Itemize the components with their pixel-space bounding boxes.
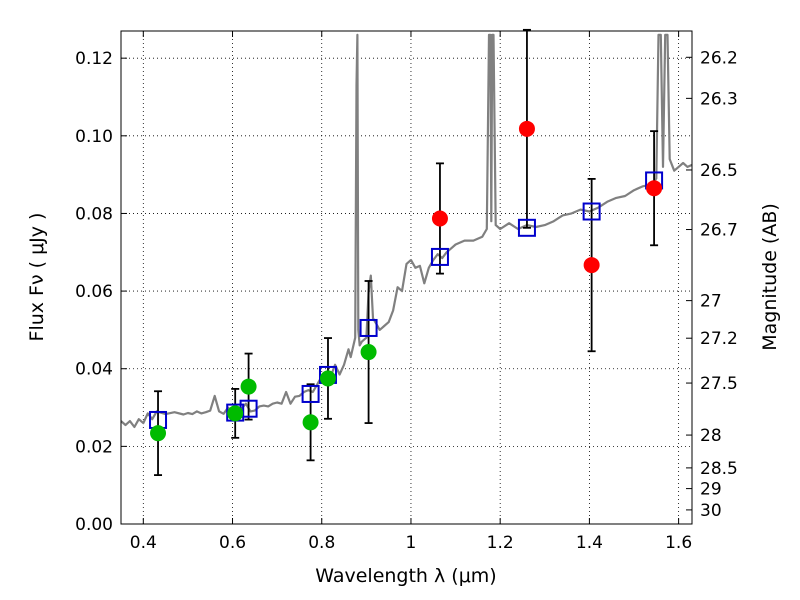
y-tick-label: 0.08: [75, 204, 113, 224]
y-tick-label: 0.00: [75, 515, 113, 535]
y-tick-label: 0.04: [75, 360, 113, 380]
x-tick-label: 1.4: [576, 533, 603, 553]
magnitude-tick-label: 27.2: [700, 329, 738, 349]
plot-frame: [120, 30, 693, 525]
model-photometry-square: [430, 247, 449, 266]
observed-flux-point: [583, 257, 600, 274]
y-tick-label: 0.10: [75, 127, 113, 147]
magnitude-tick-label: 28: [700, 426, 722, 446]
x-tick-label: 0.8: [308, 533, 335, 553]
observed-flux-point: [431, 210, 448, 227]
magnitude-tick-label: 27.5: [700, 374, 738, 394]
axis-ticks: 0.4 0.6 0.8 1 1.2 1.4 1.6 0.00 0.02 0.04 0.06 0.08 0…: [75, 31, 738, 553]
x-tick-label: 0.4: [130, 533, 157, 553]
magnitude-axis-label: Magnitude (AB): [759, 203, 781, 351]
observed-flux-point: [302, 414, 319, 431]
model-photometry-square: [359, 318, 378, 337]
x-tick-label: 1.6: [665, 533, 692, 553]
observed-flux-point: [646, 180, 663, 197]
model-photometry-square: [582, 202, 601, 221]
x-axis-label: Wavelength λ (μm): [315, 565, 496, 587]
observed-flux-point: [240, 378, 257, 395]
magnitude-tick-label: 29: [700, 480, 722, 500]
observed-flux-point: [319, 370, 336, 387]
y-axis-label: Flux Fν ( μJy ): [26, 213, 48, 342]
magnitude-tick-label: 26.2: [700, 48, 738, 68]
magnitude-tick-label: 26.7: [700, 221, 738, 241]
magnitude-tick-label: 27: [700, 292, 722, 312]
data-marks: [149, 28, 664, 476]
x-tick-label: 1: [406, 533, 417, 553]
magnitude-tick-label: 30: [700, 501, 722, 521]
magnitude-tick-label: 26.5: [700, 161, 738, 181]
observed-flux-point: [518, 120, 535, 137]
y-tick-label: 0.06: [75, 282, 113, 302]
model-photometry-square: [301, 384, 320, 403]
model-photometry-square: [517, 218, 536, 237]
observed-flux-point: [150, 425, 167, 442]
magnitude-tick-label: 26.3: [700, 89, 738, 109]
observed-flux-point: [360, 344, 377, 361]
x-tick-label: 0.6: [219, 533, 246, 553]
observed-flux-point: [227, 405, 244, 422]
y-tick-label: 0.12: [75, 49, 113, 69]
x-tick-label: 1.2: [487, 533, 514, 553]
magnitude-tick-label: 28.5: [700, 459, 738, 479]
y-tick-label: 0.02: [75, 437, 113, 457]
